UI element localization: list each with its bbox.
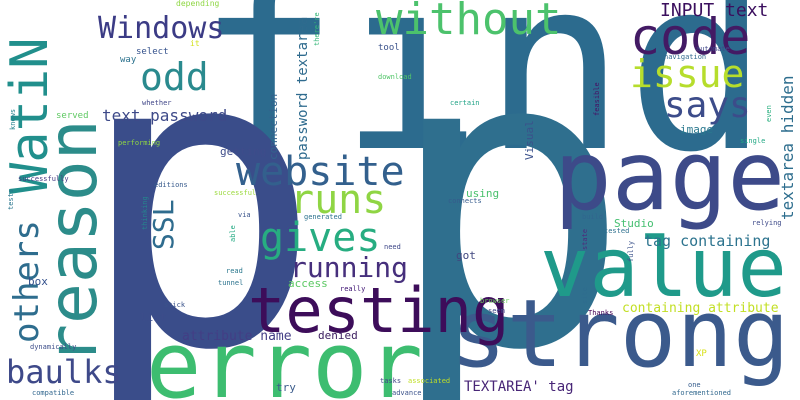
word: page xyxy=(554,120,786,232)
word: says xyxy=(664,85,751,126)
word: SSL xyxy=(147,199,180,250)
word: value xyxy=(540,221,787,316)
word: knows xyxy=(9,108,17,130)
word: way xyxy=(120,55,137,65)
word: fully xyxy=(627,240,635,262)
word: even xyxy=(765,105,773,122)
word: try xyxy=(276,381,296,394)
word: code xyxy=(630,8,751,66)
word: using xyxy=(466,187,500,200)
word: website xyxy=(236,149,405,195)
word: single xyxy=(740,137,766,145)
word: relying xyxy=(752,219,782,227)
word: Visual xyxy=(523,120,536,160)
word: one xyxy=(688,381,701,389)
word: it xyxy=(190,39,200,48)
word: box xyxy=(28,275,48,288)
word: navigation xyxy=(664,53,707,61)
word: via xyxy=(238,211,251,219)
word: aforementioned xyxy=(672,389,732,397)
word: connection xyxy=(267,93,280,160)
word: browser xyxy=(480,297,510,305)
word: advance xyxy=(392,389,422,397)
word: compatible xyxy=(32,389,75,397)
word: thinking xyxy=(141,196,149,230)
word: list xyxy=(140,311,167,324)
word: whether xyxy=(142,99,172,107)
word: error xyxy=(146,312,423,400)
word: depending xyxy=(176,0,220,8)
word: text password xyxy=(102,106,228,125)
word: dynamically xyxy=(30,343,77,351)
word: denied xyxy=(318,329,358,342)
word: able xyxy=(229,225,237,242)
word: containing attribute xyxy=(622,301,779,316)
word: XP xyxy=(696,349,707,359)
word: runs xyxy=(290,177,387,223)
word: Studio xyxy=(614,217,654,230)
word: image xyxy=(680,123,714,136)
word: tunnel xyxy=(218,279,244,287)
word: read xyxy=(226,267,243,275)
word: INPUT text xyxy=(660,0,769,21)
word: there're xyxy=(313,12,321,46)
word: issue xyxy=(630,52,745,96)
word: testing xyxy=(248,274,510,347)
word: select xyxy=(136,47,169,57)
word: textarea hidden xyxy=(778,75,797,221)
word: p xyxy=(76,0,323,400)
word: gives xyxy=(260,215,381,261)
word: running xyxy=(290,251,409,284)
word: feasible xyxy=(593,82,601,116)
word: need xyxy=(384,243,401,251)
word: connects xyxy=(448,197,482,205)
word: successful xyxy=(214,189,257,197)
word: served xyxy=(56,111,89,121)
word: TEXTAREA' tag xyxy=(464,379,574,395)
word: generated xyxy=(304,213,342,221)
word: getting xyxy=(220,145,267,158)
word: password textarea xyxy=(295,16,311,160)
word: tested xyxy=(604,227,630,235)
word: automate xyxy=(696,45,730,53)
word: site xyxy=(581,287,589,304)
word: tasks xyxy=(380,377,402,385)
word: got xyxy=(456,249,476,262)
word: tag containing xyxy=(644,232,771,250)
word: baulks xyxy=(6,353,122,391)
word: attribute name xyxy=(182,329,292,344)
word: build xyxy=(582,213,604,221)
word: Thanks xyxy=(588,309,614,317)
word: really xyxy=(340,285,366,293)
word: download xyxy=(378,73,412,81)
word: stick xyxy=(164,301,186,309)
word: tests xyxy=(7,188,15,210)
word: Windows xyxy=(98,11,225,46)
word: successfully xyxy=(18,175,69,183)
word: strong xyxy=(450,280,790,389)
word: editions xyxy=(154,181,188,189)
word: associated xyxy=(408,377,451,385)
word: odd xyxy=(140,55,209,99)
word: certain xyxy=(450,99,480,107)
word: performing xyxy=(118,139,161,147)
word: find xyxy=(196,0,770,205)
word: without xyxy=(376,0,562,45)
word: p xyxy=(385,0,632,400)
word: seem xyxy=(488,307,505,315)
word: state xyxy=(581,228,589,250)
word: access xyxy=(288,277,328,290)
word: tool xyxy=(378,43,400,53)
